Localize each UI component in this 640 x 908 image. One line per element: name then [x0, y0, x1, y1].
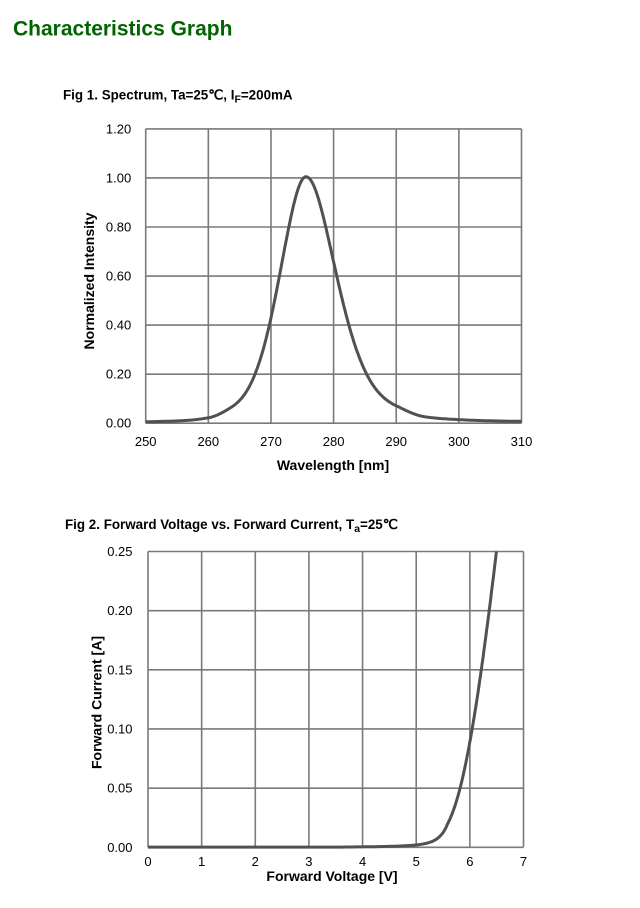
svg-text:1.20: 1.20: [106, 121, 131, 136]
svg-text:1.00: 1.00: [106, 171, 131, 186]
svg-text:3: 3: [305, 854, 312, 869]
svg-text:0.80: 0.80: [106, 220, 131, 235]
svg-text:270: 270: [260, 434, 282, 449]
svg-text:0.25: 0.25: [107, 544, 132, 559]
svg-text:250: 250: [135, 434, 157, 449]
svg-text:260: 260: [197, 434, 219, 449]
svg-text:0.40: 0.40: [106, 318, 131, 333]
svg-text:0.05: 0.05: [107, 781, 132, 796]
svg-text:Normalized Intensity: Normalized Intensity: [81, 212, 97, 349]
svg-text:300: 300: [448, 434, 470, 449]
svg-text:6: 6: [466, 854, 473, 869]
svg-text:Characteristics Graph: Characteristics Graph: [13, 18, 232, 41]
svg-text:5: 5: [413, 854, 420, 869]
svg-text:310: 310: [511, 434, 533, 449]
svg-text:7: 7: [520, 854, 527, 869]
svg-text:Forward Current [A]: Forward Current [A]: [88, 636, 104, 769]
svg-text:Fig 2. Forward Voltage vs. For: Fig 2. Forward Voltage vs. Forward Curre…: [65, 517, 398, 535]
svg-text:Forward Voltage [V]: Forward Voltage [V]: [266, 868, 397, 884]
svg-text:0: 0: [144, 854, 151, 869]
svg-text:0.60: 0.60: [106, 269, 131, 284]
svg-text:Wavelength [nm]: Wavelength [nm]: [277, 457, 389, 473]
svg-text:0.20: 0.20: [106, 367, 131, 382]
svg-text:1: 1: [198, 854, 205, 869]
svg-text:280: 280: [323, 434, 345, 449]
svg-text:0.15: 0.15: [107, 662, 132, 677]
svg-text:290: 290: [385, 434, 407, 449]
svg-text:0.20: 0.20: [107, 603, 132, 618]
svg-text:2: 2: [252, 854, 259, 869]
svg-text:4: 4: [359, 854, 366, 869]
svg-text:0.00: 0.00: [106, 416, 131, 431]
svg-text:0.00: 0.00: [107, 840, 132, 855]
svg-text:0.10: 0.10: [107, 722, 132, 737]
